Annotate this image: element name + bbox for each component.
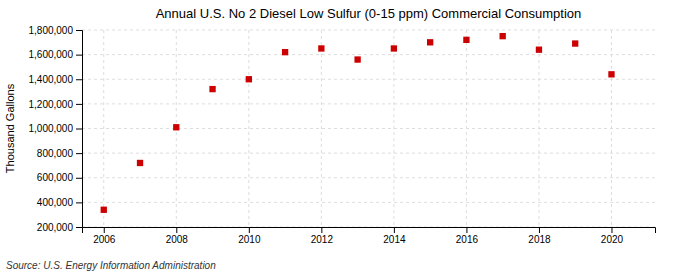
tick-mark — [76, 153, 82, 154]
grid-line — [82, 128, 655, 129]
tick-label: 200,000 — [37, 222, 74, 233]
tick: 2010 — [238, 227, 261, 245]
grid-line — [321, 30, 322, 227]
y-axis: 200,000 400,000 600,000 800,000 1,000,000 1,2… — [29, 25, 83, 233]
tick: 2008 — [166, 227, 189, 245]
source: Source: U.S. Energy Information Administ… — [6, 260, 216, 271]
point — [427, 39, 433, 45]
tick-label: 2016 — [456, 234, 479, 245]
chart: 2006 2008 2010 2012 2014 2016 2018 2020 200,000 4… — [0, 0, 675, 275]
tick-mark — [76, 55, 82, 56]
tick-mark — [104, 227, 105, 233]
tick: 2016 — [456, 227, 479, 245]
plot-area: 2006 2008 2010 2012 2014 2016 2018 2020 200,000 4… — [29, 25, 656, 245]
tick-mark — [76, 104, 82, 105]
grid-line — [466, 30, 467, 227]
tick: 1,800,000 — [29, 25, 83, 36]
tick-label: 1,600,000 — [29, 49, 74, 60]
tick-label: 2018 — [528, 234, 551, 245]
grid-line — [538, 30, 539, 227]
point — [500, 33, 506, 39]
tick: 600,000 — [37, 172, 82, 183]
point — [391, 45, 397, 51]
point — [608, 71, 614, 77]
tick-mark — [394, 227, 395, 233]
point — [572, 40, 578, 46]
point — [246, 76, 252, 82]
tick-label: 800,000 — [37, 148, 74, 159]
point — [209, 86, 215, 92]
grid-line — [82, 177, 655, 178]
point — [173, 124, 179, 130]
tick: 1,400,000 — [29, 74, 83, 85]
tick-label: 2014 — [383, 234, 406, 245]
tick-mark — [539, 227, 540, 233]
tick-mark — [321, 227, 322, 233]
tick-label: 1,400,000 — [29, 74, 74, 85]
tick-mark — [249, 227, 250, 233]
tick-mark — [76, 202, 82, 203]
grid-line — [82, 54, 655, 55]
grid-line — [82, 79, 655, 80]
tick-label: 2020 — [601, 234, 624, 245]
tick-label: 1,800,000 — [29, 25, 74, 36]
grid-line — [82, 202, 655, 203]
tick: 1,000,000 — [29, 123, 83, 134]
tick: 2018 — [528, 227, 551, 245]
x-axis: 2006 2008 2010 2012 2014 2016 2018 2020 — [83, 227, 656, 245]
tick: 800,000 — [37, 148, 82, 159]
y-label: Thousand Gallons — [4, 83, 16, 173]
point — [137, 160, 143, 166]
point — [318, 45, 324, 51]
grid-line — [393, 30, 394, 227]
tick: 1,600,000 — [29, 49, 83, 60]
tick-mark — [76, 129, 82, 130]
tick-mark — [76, 30, 82, 31]
tick: 400,000 — [37, 197, 82, 208]
grid — [82, 30, 655, 227]
tick-label: 600,000 — [37, 172, 74, 183]
point — [282, 49, 288, 55]
grid-line — [82, 103, 655, 104]
tick-label: 2006 — [93, 234, 116, 245]
tick: 1,200,000 — [29, 99, 83, 110]
tick-label: 400,000 — [37, 197, 74, 208]
point — [354, 56, 360, 62]
tick-mark — [176, 227, 177, 233]
tick: 2012 — [311, 227, 334, 245]
grid-line — [82, 153, 655, 154]
tick-mark — [76, 178, 82, 179]
axis-line — [76, 31, 83, 228]
tick: 2014 — [383, 227, 406, 245]
axis-line — [83, 228, 656, 234]
points — [101, 33, 615, 213]
tick-label: 2012 — [311, 234, 334, 245]
tick-mark — [76, 227, 82, 228]
point — [536, 47, 542, 53]
tick-mark — [611, 227, 612, 233]
point — [101, 207, 107, 213]
tick: 2006 — [93, 227, 116, 245]
tick: 2020 — [601, 227, 624, 245]
tick-label: 1,200,000 — [29, 99, 74, 110]
title: Annual U.S. No 2 Diesel Low Sulfur (0-15… — [156, 6, 582, 21]
grid-line — [103, 30, 104, 227]
grid-line — [611, 30, 612, 227]
point — [463, 37, 469, 43]
tick-label: 1,000,000 — [29, 123, 74, 134]
tick: 200,000 — [37, 222, 82, 233]
tick-label: 2010 — [238, 234, 261, 245]
tick-label: 2008 — [166, 234, 189, 245]
grid-line — [82, 30, 655, 31]
tick-mark — [466, 227, 467, 233]
tick-mark — [76, 79, 82, 80]
grid-line — [248, 30, 249, 227]
